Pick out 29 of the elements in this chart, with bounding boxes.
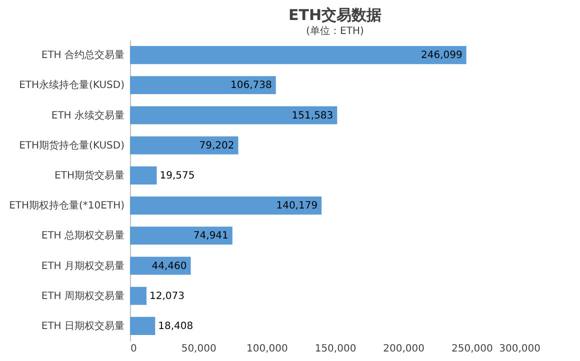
y-tick-label: ETH 合约总交易量 bbox=[41, 49, 124, 62]
data-label: 74,941 bbox=[193, 230, 228, 242]
data-label: 106,738 bbox=[230, 80, 272, 92]
x-tick-label: 0 bbox=[130, 344, 137, 354]
y-tick-label: ETH 永续交易量 bbox=[51, 109, 124, 122]
y-tick-label: ETH 周期权交易量 bbox=[41, 290, 124, 302]
x-tick-label: 100,000 bbox=[246, 344, 288, 354]
y-tick-label: ETH期货持仓量(KUSD) bbox=[19, 139, 125, 152]
y-tick-label: ETH 月期权交易量 bbox=[41, 260, 124, 272]
data-label: 19,575 bbox=[160, 170, 195, 182]
data-label: 151,583 bbox=[292, 110, 334, 122]
y-tick-label: ETH 总期权交易量 bbox=[41, 230, 124, 242]
data-label: 18,408 bbox=[158, 320, 194, 332]
chart-subtitle: (单位：ETH) bbox=[306, 25, 364, 37]
y-tick-label: ETH永续持仓量(KUSD) bbox=[19, 79, 125, 92]
x-tick-label: 250,000 bbox=[451, 344, 493, 354]
y-tick-label: ETH期货交易量 bbox=[54, 169, 124, 182]
data-label: 79,202 bbox=[199, 140, 234, 152]
y-tick-label: ETH 日期权交易量 bbox=[41, 320, 124, 332]
x-tick-label: 300,000 bbox=[499, 344, 540, 354]
y-tick-label: ETH期权持仓量(*10ETH) bbox=[9, 200, 125, 212]
x-tick-label: 150,000 bbox=[314, 344, 356, 354]
data-label: 12,073 bbox=[150, 290, 184, 302]
chart-title: ETH交易数据 bbox=[288, 6, 382, 24]
data-label: 140,179 bbox=[276, 200, 318, 212]
x-tick-label: 50,000 bbox=[181, 344, 216, 354]
data-label: 246,099 bbox=[420, 50, 462, 62]
x-tick-label: 200,000 bbox=[383, 344, 425, 354]
data-label: 44,460 bbox=[152, 260, 187, 272]
